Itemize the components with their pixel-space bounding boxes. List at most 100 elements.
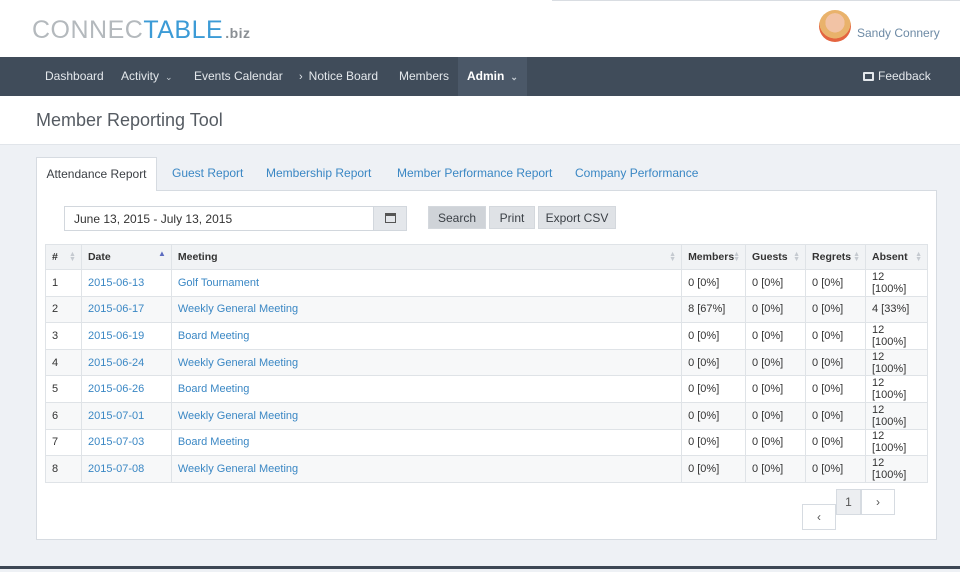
page-title: Member Reporting Tool xyxy=(36,110,223,130)
table-cell-meeting: Weekly General Meeting xyxy=(170,295,683,324)
tab-member-performance-report[interactable]: Member Performance Report xyxy=(397,166,553,180)
table-header-row: # ▲ ▼ Date ▲ Meeting ▲ ▼ Members ▲ ▼ Guests ▲ ▼ R… xyxy=(45,244,928,270)
table-cell-absent: 12 [100%] xyxy=(865,348,928,377)
prev-page-button[interactable]: ‹ xyxy=(802,504,836,530)
nav-dashboard[interactable]: Dashboard xyxy=(45,69,104,83)
tab-attendance-report[interactable]: Attendance Report xyxy=(36,157,157,191)
table-cell-number: 1 xyxy=(45,269,82,297)
sort-icon: ▲ ▼ xyxy=(915,251,922,263)
table-cell-absent: 12 [100%] xyxy=(865,401,928,430)
date-range-input[interactable] xyxy=(65,207,374,230)
table-cell-date: 2015-06-17 xyxy=(80,295,172,324)
meeting-link[interactable]: Weekly General Meeting xyxy=(177,409,299,422)
meeting-link[interactable]: Weekly General Meeting xyxy=(177,462,299,475)
table-cell-date: 2015-07-03 xyxy=(80,428,172,457)
date-range-picker[interactable] xyxy=(64,206,407,231)
calendar-button[interactable] xyxy=(373,207,406,230)
meeting-link[interactable]: Board Meeting xyxy=(177,329,250,342)
table-cell-guests: 0 [0%] xyxy=(745,348,807,377)
table-cell-date: 2015-06-26 xyxy=(80,375,172,403)
table-cell-number: 6 xyxy=(45,401,82,430)
meeting-link[interactable]: Board Meeting xyxy=(177,436,250,449)
chevron-down-icon: ⌄ xyxy=(165,72,173,82)
nav-activity-label: Activity xyxy=(121,69,160,83)
table-cell-members: 0 [0%] xyxy=(681,269,747,297)
sort-icon: ▲ ▼ xyxy=(853,251,860,263)
user-name[interactable]: Sandy Connery xyxy=(857,26,940,40)
sort-icon: ▲ ▼ xyxy=(69,251,76,263)
table-cell-guests: 0 [0%] xyxy=(745,295,807,324)
col-header-label: Meeting xyxy=(177,251,218,263)
date-link[interactable]: 2015-06-26 xyxy=(87,383,145,396)
table-cell-members: 0 [0%] xyxy=(681,375,747,403)
table-cell-meeting: Board Meeting xyxy=(170,428,683,457)
table-cell-members: 8 [67%] xyxy=(681,295,747,324)
tab-membership-report[interactable]: Membership Report xyxy=(266,166,372,180)
date-link[interactable]: 2015-06-17 xyxy=(87,303,145,316)
col-header-guests[interactable]: Guests ▲ ▼ xyxy=(745,244,807,270)
table-row: 1 2015-06-13 Golf Tournament 0 [0%] 0 [0%] 0 … xyxy=(45,269,928,297)
col-header-date[interactable]: Date ▲ xyxy=(80,244,172,270)
col-header-regrets[interactable]: Regrets ▲ ▼ xyxy=(805,244,866,270)
search-button[interactable]: Search xyxy=(428,206,486,229)
nav-feedback[interactable]: Feedback xyxy=(863,57,931,96)
table-cell-date: 2015-06-24 xyxy=(80,348,172,377)
footer-divider xyxy=(0,566,960,569)
table-cell-absent: 12 [100%] xyxy=(865,322,928,350)
col-header-absent[interactable]: Absent ▲ ▼ xyxy=(865,244,928,270)
table-cell-regrets: 0 [0%] xyxy=(805,269,866,297)
col-header-members[interactable]: Members ▲ ▼ xyxy=(681,244,747,270)
sort-icon: ▲ ▼ xyxy=(733,251,741,263)
main-nav: Dashboard Activity ⌄ Events Calendar › Not… xyxy=(0,57,960,96)
table-cell-members: 0 [0%] xyxy=(681,401,747,430)
next-page-button[interactable]: › xyxy=(861,489,895,515)
attendance-table: # ▲ ▼ Date ▲ Meeting ▲ ▼ Members ▲ ▼ Guests ▲ ▼ R… xyxy=(45,244,928,483)
table-cell-guests: 0 [0%] xyxy=(745,269,807,297)
table-cell-absent: 12 [100%] xyxy=(865,269,928,297)
page-1-button[interactable]: 1 xyxy=(836,489,861,515)
nav-events-calendar[interactable]: Events Calendar xyxy=(194,69,283,83)
table-cell-guests: 0 [0%] xyxy=(745,401,807,430)
brand-logo[interactable]: CONNECTABLE .biz xyxy=(32,16,251,45)
table-cell-number: 2 xyxy=(45,295,82,324)
title-band: Member Reporting Tool xyxy=(0,96,960,145)
col-header-meeting[interactable]: Meeting ▲ ▼ xyxy=(170,244,683,270)
avatar[interactable] xyxy=(819,10,851,42)
col-header-number[interactable]: # ▲ ▼ xyxy=(45,244,82,270)
col-header-label: Regrets xyxy=(812,251,852,263)
top-header: CONNECTABLE .biz Sandy Connery xyxy=(0,0,960,57)
table-cell-members: 0 [0%] xyxy=(681,455,747,483)
table-cell-members: 0 [0%] xyxy=(681,428,747,457)
calendar-icon xyxy=(385,213,396,223)
table-cell-regrets: 0 [0%] xyxy=(805,375,866,403)
meeting-link[interactable]: Weekly General Meeting xyxy=(177,303,299,316)
nav-admin[interactable]: Admin ⌄ xyxy=(458,57,527,96)
table-cell-number: 8 xyxy=(45,455,82,483)
tab-guest-report[interactable]: Guest Report xyxy=(172,166,244,180)
date-link[interactable]: 2015-06-13 xyxy=(87,276,145,289)
date-link[interactable]: 2015-06-19 xyxy=(87,329,145,342)
table-cell-regrets: 0 [0%] xyxy=(805,428,866,457)
date-link[interactable]: 2015-07-01 xyxy=(87,409,145,422)
table-cell-meeting: Weekly General Meeting xyxy=(170,348,683,377)
meeting-link[interactable]: Weekly General Meeting xyxy=(177,356,299,369)
table-cell-meeting: Weekly General Meeting xyxy=(170,455,683,483)
date-link[interactable]: 2015-06-24 xyxy=(87,356,145,369)
table-cell-date: 2015-06-13 xyxy=(80,269,172,297)
table-cell-members: 0 [0%] xyxy=(681,322,747,350)
col-header-label: Members xyxy=(688,251,735,263)
date-link[interactable]: 2015-07-03 xyxy=(87,436,145,449)
tab-company-performance[interactable]: Company Performance xyxy=(575,166,699,180)
print-button[interactable]: Print xyxy=(489,206,535,229)
table-row: 5 2015-06-26 Board Meeting 0 [0%] 0 [0%] 0 [0… xyxy=(45,375,928,403)
date-link[interactable]: 2015-07-08 xyxy=(87,462,145,475)
export-csv-button[interactable]: Export CSV xyxy=(538,206,616,229)
nav-activity[interactable]: Activity ⌄ xyxy=(121,57,173,96)
table-cell-number: 3 xyxy=(45,322,82,350)
meeting-link[interactable]: Board Meeting xyxy=(177,383,250,396)
table-row: 2 2015-06-17 Weekly General Meeting 8 [67%]… xyxy=(45,295,928,324)
meeting-link[interactable]: Golf Tournament xyxy=(177,276,259,289)
nav-members[interactable]: Members xyxy=(399,69,450,83)
table-cell-guests: 0 [0%] xyxy=(745,375,807,403)
nav-notice-board[interactable]: › Notice Board xyxy=(299,57,378,96)
